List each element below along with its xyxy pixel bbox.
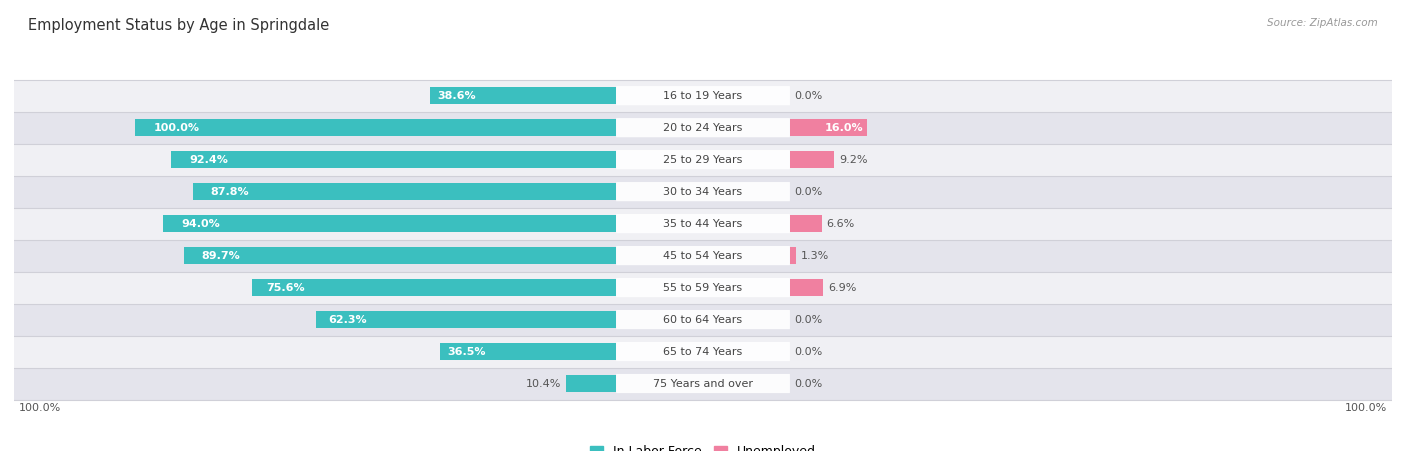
Bar [184,247,616,264]
Text: 89.7%: 89.7% [201,251,240,261]
FancyBboxPatch shape [616,86,790,105]
FancyBboxPatch shape [616,278,790,297]
Text: 62.3%: 62.3% [328,314,367,325]
FancyBboxPatch shape [14,144,1392,175]
Bar [193,183,616,200]
FancyBboxPatch shape [616,150,790,169]
Bar [567,375,616,392]
Text: Source: ZipAtlas.com: Source: ZipAtlas.com [1267,18,1378,28]
FancyBboxPatch shape [14,239,1392,272]
Text: 6.9%: 6.9% [828,283,856,293]
Text: 9.2%: 9.2% [839,155,868,165]
Text: 1.3%: 1.3% [801,251,830,261]
Text: 16 to 19 Years: 16 to 19 Years [664,91,742,101]
Text: 20 to 24 Years: 20 to 24 Years [664,123,742,133]
FancyBboxPatch shape [616,246,790,265]
Text: 45 to 54 Years: 45 to 54 Years [664,251,742,261]
Bar [790,151,834,168]
Text: 65 to 74 Years: 65 to 74 Years [664,346,742,357]
FancyBboxPatch shape [616,214,790,233]
FancyBboxPatch shape [14,368,1392,400]
Text: 30 to 34 Years: 30 to 34 Years [664,187,742,197]
Bar [252,279,616,296]
Text: 0.0%: 0.0% [794,378,823,388]
FancyBboxPatch shape [616,374,790,393]
Bar [790,247,796,264]
Text: 92.4%: 92.4% [188,155,228,165]
Text: 0.0%: 0.0% [794,91,823,101]
Bar [135,119,616,137]
FancyBboxPatch shape [616,118,790,137]
Text: 100.0%: 100.0% [153,123,200,133]
Bar [163,215,616,232]
FancyBboxPatch shape [14,207,1392,239]
FancyBboxPatch shape [14,112,1392,144]
Text: 0.0%: 0.0% [794,187,823,197]
Text: 10.4%: 10.4% [526,378,561,388]
Text: 55 to 59 Years: 55 to 59 Years [664,283,742,293]
Text: 75 Years and over: 75 Years and over [652,378,754,388]
Text: 100.0%: 100.0% [18,403,60,414]
Text: 35 to 44 Years: 35 to 44 Years [664,219,742,229]
FancyBboxPatch shape [616,310,790,329]
Text: 0.0%: 0.0% [794,346,823,357]
Bar [172,151,616,168]
Bar [316,311,616,328]
Bar [790,119,868,137]
Text: 94.0%: 94.0% [181,219,221,229]
Text: 0.0%: 0.0% [794,314,823,325]
Text: 36.5%: 36.5% [447,346,486,357]
FancyBboxPatch shape [14,272,1392,304]
Text: 38.6%: 38.6% [437,91,477,101]
FancyBboxPatch shape [616,182,790,201]
Bar [430,87,616,105]
Text: 60 to 64 Years: 60 to 64 Years [664,314,742,325]
Text: 25 to 29 Years: 25 to 29 Years [664,155,742,165]
Text: 16.0%: 16.0% [825,123,863,133]
FancyBboxPatch shape [14,175,1392,207]
Text: Employment Status by Age in Springdale: Employment Status by Age in Springdale [28,18,329,33]
Text: 87.8%: 87.8% [211,187,249,197]
FancyBboxPatch shape [14,80,1392,112]
Text: 6.6%: 6.6% [827,219,855,229]
Bar [790,215,821,232]
Text: 75.6%: 75.6% [267,283,305,293]
Bar [790,279,823,296]
FancyBboxPatch shape [616,342,790,361]
Legend: In Labor Force, Unemployed: In Labor Force, Unemployed [585,440,821,451]
FancyBboxPatch shape [14,304,1392,336]
Text: 100.0%: 100.0% [1346,403,1388,414]
Bar [440,343,616,360]
FancyBboxPatch shape [14,336,1392,368]
